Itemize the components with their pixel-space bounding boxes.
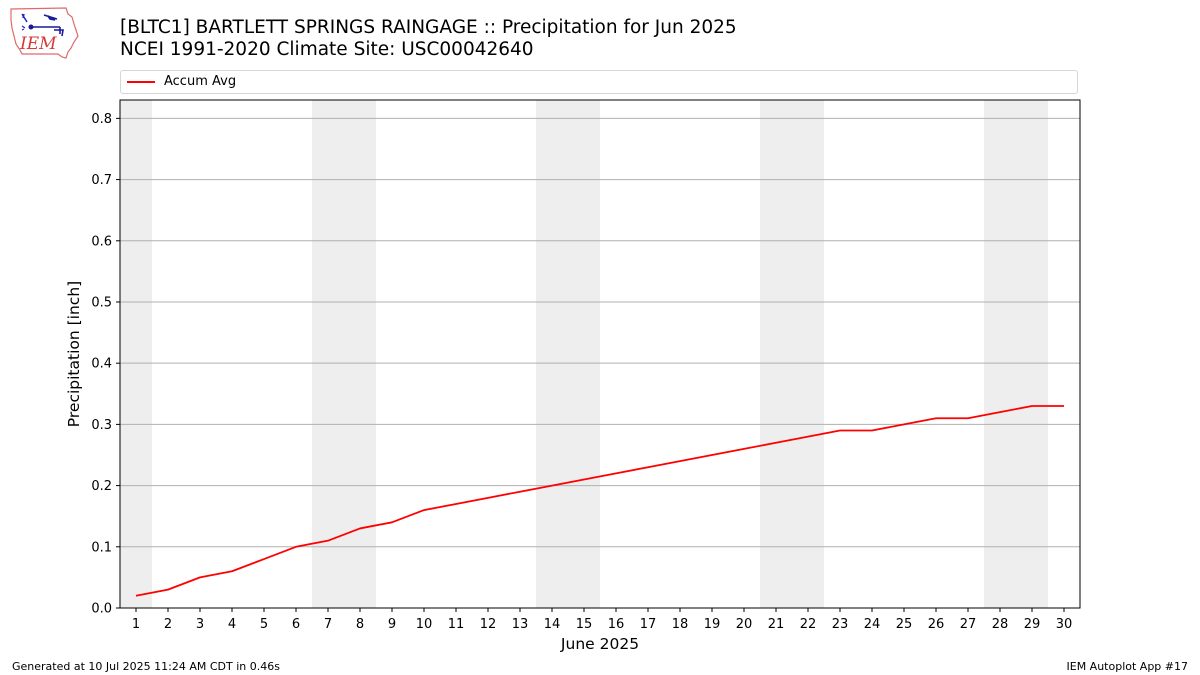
generated-timestamp: Generated at 10 Jul 2025 11:24 AM CDT in… <box>12 660 280 673</box>
x-tick-label: 1 <box>132 617 140 632</box>
x-tick-label: 4 <box>228 617 236 632</box>
y-tick-label: 0.5 <box>91 295 112 310</box>
plot-frame <box>119 99 1081 609</box>
x-tick-label: 8 <box>356 617 364 632</box>
iowa-weather-station-logo-icon <box>10 7 79 59</box>
weekend-band-3 <box>760 100 824 608</box>
x-tick-label: 27 <box>960 617 977 632</box>
y-tick-label: 0.4 <box>91 357 112 372</box>
x-tick-label: 12 <box>480 617 497 632</box>
y-tick-label: 0.7 <box>91 173 112 188</box>
y-tick-label: 0.8 <box>91 112 112 127</box>
x-tick-label: 28 <box>992 617 1009 632</box>
x-tick-label: 10 <box>416 617 433 632</box>
x-axis-label: June 2025 <box>560 635 639 653</box>
x-tick-label: 6 <box>292 617 300 632</box>
weekend-band-0 <box>120 100 152 608</box>
y-tick-label: 0.6 <box>91 234 112 249</box>
x-tick-label: 3 <box>196 617 204 632</box>
x-tick-label: 30 <box>1056 617 1073 632</box>
y-tick-label: 0.3 <box>91 418 112 433</box>
x-tick-label: 16 <box>608 617 625 632</box>
chart-title: [BLTC1] BARTLETT SPRINGS RAINGAGE :: Pre… <box>120 17 737 61</box>
x-tick-label: 25 <box>896 617 913 632</box>
x-tick-label: 18 <box>672 617 689 632</box>
x-tick-label: 23 <box>832 617 849 632</box>
x-tick-label: 29 <box>1024 617 1041 632</box>
series-line-accum-avg <box>135 405 1064 597</box>
iem-logo: IEM <box>10 7 79 59</box>
x-tick-label: 21 <box>768 617 785 632</box>
y-tick-label: 0.2 <box>91 479 112 494</box>
y-tick-label: 0.0 <box>91 602 112 617</box>
iem-logo-text: IEM <box>19 34 57 54</box>
x-tick-label: 15 <box>576 617 593 632</box>
x-tick-label: 13 <box>512 617 529 632</box>
chart-subtitle: NCEI 1991-2020 Climate Site: USC00042640 <box>120 39 534 60</box>
x-tick-label: 20 <box>736 617 753 632</box>
x-tick-label: 24 <box>864 617 881 632</box>
legend-label-accum-avg: Accum Avg <box>164 74 237 89</box>
x-tick-label: 14 <box>544 617 561 632</box>
x-tick-label: 22 <box>800 617 817 632</box>
x-tick-label: 26 <box>928 617 945 632</box>
legend: Accum Avg <box>120 70 1078 94</box>
x-tick-label: 9 <box>388 617 396 632</box>
weekend-band-2 <box>536 100 600 608</box>
weekend-band-1 <box>312 100 376 608</box>
weekend-band-4 <box>984 100 1048 608</box>
x-tick-label: 19 <box>704 617 721 632</box>
x-tick-label: 5 <box>260 617 268 632</box>
x-tick-label: 11 <box>448 617 465 632</box>
y-axis-label: Precipitation [inch] <box>65 281 83 427</box>
x-tick-label: 7 <box>324 617 332 632</box>
x-tick-label: 17 <box>640 617 657 632</box>
y-tick-label: 0.1 <box>91 540 112 555</box>
chart-title-line1: [BLTC1] BARTLETT SPRINGS RAINGAGE :: Pre… <box>120 17 737 38</box>
autoplot-app-label: IEM Autoplot App #17 <box>1066 660 1189 673</box>
x-tick-label: 2 <box>164 617 172 632</box>
legend-swatch-accum-avg <box>127 81 155 83</box>
